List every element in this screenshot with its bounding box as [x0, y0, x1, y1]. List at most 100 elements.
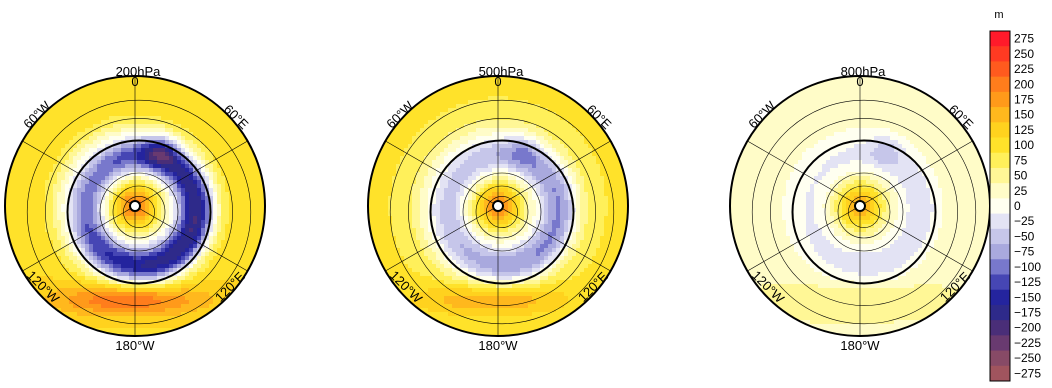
colorbar-tick-label: 175 [1014, 92, 1034, 106]
contour-line [837, 185, 891, 239]
colorbar-swatch [990, 137, 1010, 154]
lon-label-180w: 180°W [840, 338, 880, 353]
pole-marker [129, 200, 141, 212]
colorbar-swatch [990, 304, 1010, 321]
contour-line [99, 172, 179, 252]
lon-label-0: 0 [856, 74, 863, 89]
contour-line [408, 118, 596, 306]
pole-marker [492, 200, 504, 212]
colorbar: m 2752502252001751501251007550250−25−50−… [989, 9, 1041, 382]
colorbar-swatch [990, 335, 1010, 352]
contour-line [486, 196, 518, 228]
colorbar-unit: m [994, 9, 1003, 21]
colorbar-swatch [990, 46, 1010, 62]
colorbar-tick-label: −100 [1014, 260, 1041, 274]
colorbar-swatch [990, 167, 1010, 184]
contour-line [824, 172, 904, 252]
colorbar-tick-label: −150 [1014, 290, 1041, 304]
panel-title: 800hPa [841, 64, 887, 79]
lon-label-180w: 180°W [115, 338, 155, 353]
colorbar-swatch [990, 91, 1010, 108]
meridian-line [134, 205, 248, 272]
colorbar-tick-label: −125 [1014, 275, 1041, 289]
colorbar-swatches [990, 31, 1010, 382]
contour-line [751, 99, 977, 325]
colorbar-tick-label: 125 [1014, 123, 1034, 137]
meridian-line [497, 140, 611, 207]
lon-label-180w: 180°W [478, 338, 518, 353]
contour-line [66, 139, 212, 285]
colorbar-tick-label: 250 [1014, 47, 1034, 61]
contour-line [26, 99, 252, 325]
colorbar-tick-label: −25 [1014, 214, 1035, 228]
colorbar-swatch [990, 228, 1010, 245]
colorbar-tick-label: −75 [1014, 245, 1035, 259]
colorbar-swatch [990, 365, 1010, 382]
colorbar-tick-label: −225 [1014, 336, 1041, 350]
map-gridlines [22, 76, 248, 336]
colorbar-swatch [990, 152, 1010, 169]
meridian-line [134, 140, 248, 207]
meridian-line [497, 205, 611, 272]
contour-line [462, 172, 542, 252]
colorbar-swatch [990, 31, 1010, 47]
contour-line [770, 118, 958, 306]
colorbar-swatch [990, 274, 1010, 291]
colorbar-tick-label: 225 [1014, 62, 1034, 76]
meridian-line [22, 140, 136, 207]
lon-label-0: 0 [494, 74, 501, 89]
colorbar-swatch [990, 289, 1010, 306]
contour-line [791, 139, 937, 285]
lon-label-0: 0 [131, 74, 138, 89]
contour-line [429, 139, 575, 285]
map-gridlines [385, 76, 611, 336]
meridian-line [747, 140, 861, 207]
colorbar-tick-label: −275 [1014, 366, 1041, 380]
meridian-line [22, 205, 136, 272]
colorbar-tick-label: 25 [1014, 184, 1028, 198]
map-panel-500hpa: 500hPa 0 60°W 60°E 120°W 120°E 180°W [367, 64, 629, 353]
colorbar-tick-label: 75 [1014, 153, 1028, 167]
meridian-line [385, 205, 499, 272]
meridian-line [385, 140, 499, 207]
colorbar-swatch [990, 320, 1010, 336]
panel-title: 200hPa [116, 64, 162, 79]
contour-line [112, 185, 166, 239]
colorbar-tick-label: 0 [1014, 199, 1021, 213]
colorbar-swatch [990, 61, 1010, 78]
map-panel-800hpa: 800hPa 0 60°W 60°E 120°W 120°E 180°W [729, 64, 991, 353]
colorbar-frame [989, 30, 1011, 382]
colorbar-tick-label: −175 [1014, 306, 1041, 320]
meridian-line [859, 140, 973, 207]
meridian-line [859, 205, 973, 272]
colorbar-tick-label: 275 [1014, 32, 1034, 46]
colorbar-swatch [990, 259, 1010, 275]
colorbar-swatch [990, 183, 1010, 199]
map-gridlines [747, 76, 973, 336]
colorbar-tick-label: −200 [1014, 321, 1041, 335]
contour-line [389, 99, 615, 325]
colorbar-tick-label: −50 [1014, 229, 1035, 243]
map-boundary [367, 75, 629, 337]
contour-line [123, 196, 155, 228]
map-panel-200hpa: 200hPa 0 60°W 60°E 120°W 120°E 180°W [4, 64, 266, 353]
colorbar-swatch [990, 122, 1010, 139]
colorbar-swatch [990, 107, 1010, 123]
meridian-line [747, 205, 861, 272]
colorbar-swatch [990, 76, 1010, 93]
colorbar-swatch [990, 350, 1010, 367]
contour-line [475, 185, 529, 239]
map-boundary [4, 75, 266, 337]
colorbar-tick-label: 100 [1014, 138, 1034, 152]
contour-line [45, 118, 233, 306]
panel-title: 500hPa [479, 64, 525, 79]
colorbar-tick-label: −250 [1014, 351, 1041, 365]
colorbar-tick-label: 50 [1014, 169, 1028, 183]
colorbar-swatch [990, 213, 1010, 230]
pole-marker [854, 200, 866, 212]
colorbar-labels: 2752502252001751501251007550250−25−50−75… [1014, 32, 1041, 381]
colorbar-tick-label: 150 [1014, 108, 1034, 122]
colorbar-tick-label: 200 [1014, 77, 1034, 91]
colorbar-swatch [990, 198, 1010, 215]
